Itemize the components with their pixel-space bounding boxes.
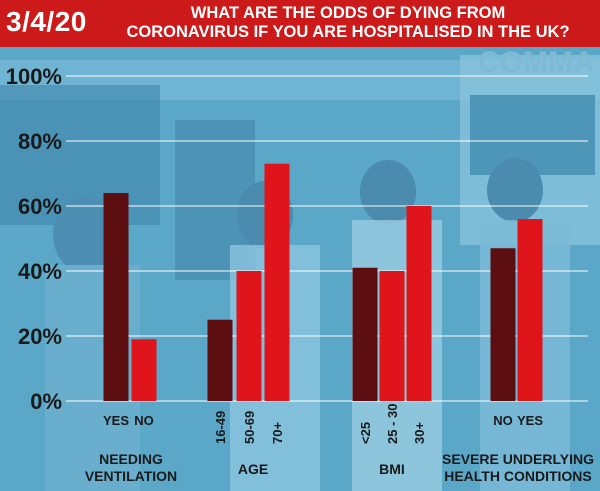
group-label: NEEDING xyxy=(99,451,163,467)
group-label: AGE xyxy=(238,461,268,477)
chart-title: WHAT ARE THE ODDS OF DYING FROM CORONAVI… xyxy=(98,4,598,42)
bar xyxy=(379,271,405,401)
y-tick-label: 40% xyxy=(18,259,62,284)
bar xyxy=(207,319,233,401)
category-label: YES xyxy=(103,413,129,428)
category-label: 50-69 xyxy=(242,411,257,444)
group-label: VENTILATION xyxy=(85,468,177,484)
chart-title-line-1: WHAT ARE THE ODDS OF DYING FROM xyxy=(190,4,506,22)
group-label: BMI xyxy=(379,461,405,477)
category-label: NO xyxy=(493,413,513,428)
y-tick-label: 0% xyxy=(30,389,62,414)
date-label: 3/4/20 xyxy=(6,6,87,37)
bar xyxy=(352,267,378,401)
bar xyxy=(236,271,262,401)
bar xyxy=(131,339,157,401)
y-tick-label: 80% xyxy=(18,129,62,154)
ambulance-lettering: COMMA xyxy=(478,47,595,79)
category-label: 30+ xyxy=(412,422,427,444)
category-label: 16-49 xyxy=(213,411,228,444)
category-label: 70+ xyxy=(270,422,285,444)
category-label: <25 xyxy=(358,422,373,444)
bar xyxy=(406,206,432,401)
category-label: YES xyxy=(517,413,543,428)
group-label: SEVERE UNDERLYING xyxy=(442,451,594,467)
category-label: NO xyxy=(134,413,154,428)
chart-title-line-2: CORONAVIRUS IF YOU ARE HOSPITALISED IN T… xyxy=(126,23,570,41)
bar xyxy=(517,219,543,401)
bar xyxy=(264,163,290,401)
y-tick-label: 20% xyxy=(18,324,62,349)
y-tick-label: 100% xyxy=(6,64,62,89)
bar xyxy=(490,248,516,401)
category-label: 25 - 30 xyxy=(385,404,400,444)
group-label: HEALTH CONDITIONS xyxy=(444,468,592,484)
title-banner: 3/4/20 WHAT ARE THE ODDS OF DYING FROM C… xyxy=(0,0,600,47)
bar xyxy=(103,193,129,401)
y-tick-label: 60% xyxy=(18,194,62,219)
